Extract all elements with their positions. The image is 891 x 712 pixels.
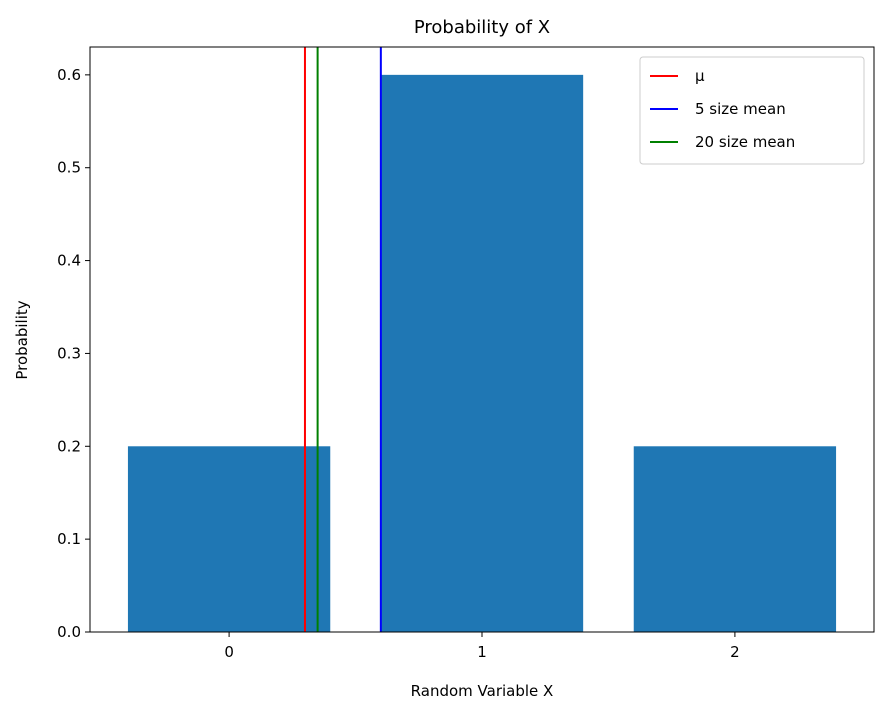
x-axis: 0 1 2 — [224, 632, 740, 661]
legend-label-1: 5 size mean — [695, 100, 786, 118]
legend-label-0: μ — [695, 67, 705, 85]
y-axis-label: Probability — [13, 300, 31, 379]
bar-1 — [380, 74, 584, 633]
x-tick-label: 1 — [477, 643, 487, 661]
bar-0 — [127, 446, 331, 632]
y-tick-label: 0.2 — [57, 437, 81, 455]
mean-lines-layer — [303, 47, 382, 632]
legend-label-2: 20 size mean — [695, 133, 795, 151]
y-axis: 0.0 0.1 0.2 0.3 0.4 0.5 0.6 — [57, 66, 90, 641]
x-tick-label: 0 — [224, 643, 234, 661]
x-axis-label: Random Variable X — [411, 682, 554, 700]
legend: μ 5 size mean 20 size mean — [639, 56, 865, 165]
legend-box — [639, 56, 865, 165]
bars-layer — [127, 74, 837, 633]
y-tick-label: 0.3 — [57, 344, 81, 362]
y-tick-label: 0.6 — [57, 66, 81, 84]
x-tick-label: 2 — [730, 643, 740, 661]
y-tick-label: 0.4 — [57, 252, 81, 270]
bar-2 — [633, 446, 837, 632]
chart-title: Probability of X — [414, 17, 550, 38]
y-tick-label: 0.5 — [57, 159, 81, 177]
y-tick-label: 0.0 — [57, 623, 81, 641]
y-tick-label: 0.1 — [57, 530, 81, 548]
